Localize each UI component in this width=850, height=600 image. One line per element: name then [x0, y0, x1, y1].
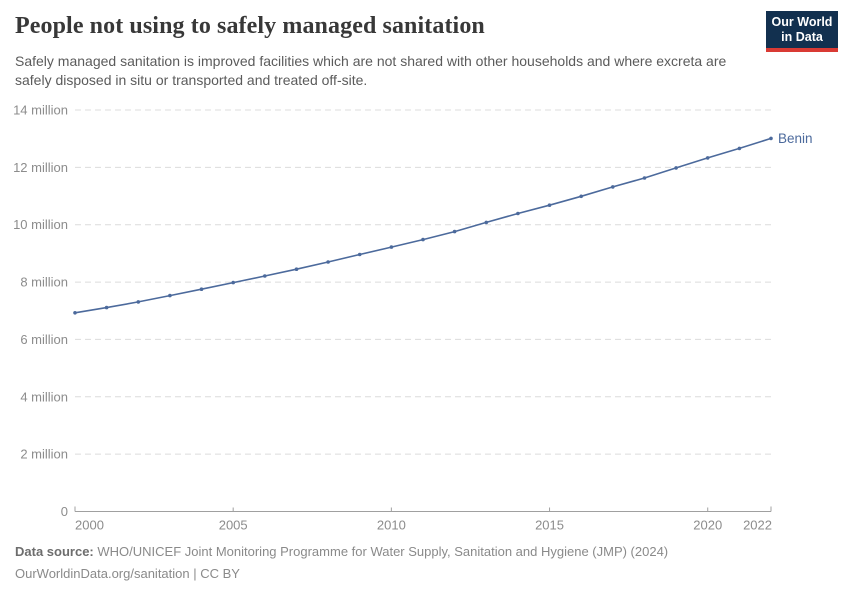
data-point[interactable] — [294, 267, 299, 271]
data-point[interactable] — [579, 194, 583, 199]
y-tick-label: 4 million — [20, 389, 68, 404]
data-point[interactable] — [326, 260, 330, 264]
data-point[interactable] — [136, 300, 141, 304]
x-tick-label: 2010 — [377, 518, 406, 533]
owid-logo-line2: in Data — [781, 30, 823, 44]
y-tick-label: 10 million — [13, 217, 68, 232]
y-tick-label: 6 million — [20, 332, 68, 347]
series-end-label[interactable]: Benin — [778, 131, 813, 146]
data-point[interactable] — [737, 146, 742, 151]
x-tick-label: 2020 — [693, 518, 722, 533]
data-point[interactable] — [104, 305, 109, 310]
chart-footer: Data source: WHO/UNICEF Joint Monitoring… — [15, 541, 668, 585]
owid-logo[interactable]: Our World in Data — [766, 11, 838, 52]
data-source-text: WHO/UNICEF Joint Monitoring Programme fo… — [97, 544, 669, 559]
data-point[interactable] — [674, 166, 678, 170]
data-point[interactable] — [769, 136, 773, 141]
x-tick-label: 2015 — [535, 518, 564, 533]
data-source-label: Data source: — [15, 544, 94, 559]
y-tick-label: 8 million — [20, 275, 68, 290]
data-point[interactable] — [642, 176, 647, 180]
page-title: People not using to safely managed sanit… — [15, 13, 485, 39]
data-point[interactable] — [231, 280, 235, 285]
license-line[interactable]: OurWorldinData.org/sanitation | CC BY — [15, 566, 240, 581]
data-point[interactable] — [263, 274, 267, 278]
y-tick-label: 12 million — [13, 160, 68, 175]
data-point[interactable] — [611, 185, 615, 189]
chart-plot-area[interactable]: 0 2 million 4 million 6 million 8 million 10 … — [0, 90, 850, 550]
x-tick-label: 2000 — [75, 518, 104, 533]
data-point[interactable] — [421, 237, 425, 242]
data-point[interactable] — [547, 203, 552, 207]
data-source-line: Data source: WHO/UNICEF Joint Monitoring… — [15, 541, 668, 563]
data-point[interactable] — [199, 287, 204, 291]
y-tick-label: 14 million — [13, 103, 68, 118]
owid-logo-line1: Our World — [771, 15, 833, 29]
data-point[interactable] — [168, 293, 172, 298]
data-point[interactable] — [484, 220, 489, 225]
data-point[interactable] — [705, 156, 710, 160]
series-line[interactable] — [74, 137, 772, 314]
x-tick-label: 2005 — [219, 518, 248, 533]
data-point[interactable] — [73, 311, 77, 315]
data-point[interactable] — [389, 245, 394, 249]
data-point[interactable] — [452, 229, 457, 234]
data-point[interactable] — [357, 252, 362, 257]
chart-subtitle: Safely managed sanitation is improved fa… — [15, 53, 727, 88]
y-tick-label: 2 million — [20, 447, 68, 462]
data-point[interactable] — [516, 211, 520, 216]
x-tick-label: 2022 — [743, 518, 772, 533]
y-tick-label: 0 — [61, 504, 68, 519]
